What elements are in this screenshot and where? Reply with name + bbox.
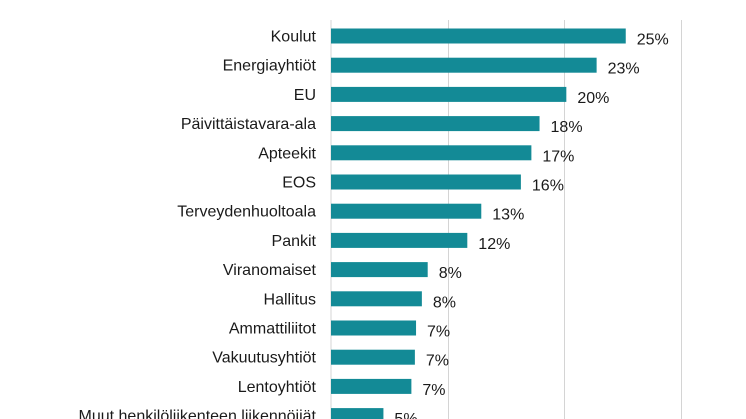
- data-label: 23%: [608, 61, 640, 78]
- data-label: 8%: [433, 294, 456, 311]
- category-label: Muut henkilöliikenteen liikennöijät: [79, 408, 317, 419]
- category-label: Päivittäistavara-ala: [181, 116, 316, 133]
- data-label: 18%: [551, 119, 583, 136]
- bar: [331, 86, 567, 102]
- data-label: 17%: [542, 148, 574, 165]
- category-label: Apteekit: [258, 145, 316, 162]
- category-label: Pankit: [272, 233, 317, 250]
- bar: [331, 28, 626, 44]
- data-label: 12%: [478, 236, 510, 253]
- bar: [331, 116, 540, 132]
- data-label: 20%: [577, 90, 609, 107]
- bar: [331, 378, 412, 394]
- labels: Koulut 25% Energiayhtiöt 23% EU 20% Päivittäis…: [79, 29, 669, 419]
- category-label: Viranomaiset: [223, 262, 317, 279]
- bar: [331, 349, 415, 365]
- data-label: 7%: [422, 382, 445, 399]
- bar: [331, 203, 482, 219]
- category-label: Energiayhtiöt: [223, 58, 317, 75]
- category-label: Vakuutusyhtiöt: [212, 350, 316, 367]
- category-label: Lentoyhtiöt: [238, 379, 317, 396]
- category-label: Ammattiliitot: [229, 321, 317, 338]
- bar: [331, 174, 521, 190]
- bar: [331, 320, 417, 336]
- category-label: EU: [294, 87, 316, 104]
- bar: [331, 291, 422, 307]
- bar: [331, 262, 428, 278]
- bar: [331, 232, 468, 248]
- data-label: 5%: [394, 411, 417, 419]
- data-label: 25%: [637, 32, 669, 49]
- category-label: Terveydenhuoltoala: [177, 204, 316, 221]
- category-label: Koulut: [271, 29, 317, 46]
- data-label: 7%: [426, 353, 449, 370]
- bars: [331, 28, 626, 419]
- data-label: 16%: [532, 178, 564, 195]
- data-label: 8%: [439, 265, 462, 282]
- bar: [331, 57, 597, 73]
- bar: [331, 145, 532, 161]
- category-label: EOS: [282, 175, 316, 192]
- data-label: 13%: [492, 207, 524, 224]
- bar: [331, 408, 384, 419]
- data-label: 7%: [427, 324, 450, 341]
- category-label: Hallitus: [264, 291, 316, 308]
